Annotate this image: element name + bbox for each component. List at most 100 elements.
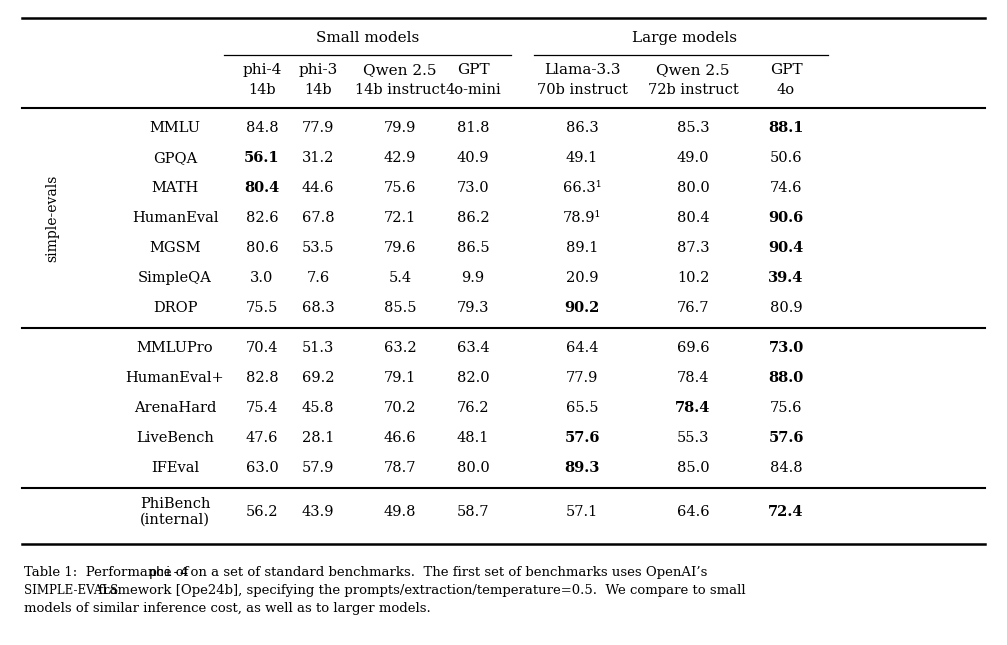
Text: 63.0: 63.0 [246, 461, 278, 475]
Text: 65.5: 65.5 [566, 401, 598, 415]
Text: 80.9: 80.9 [769, 301, 803, 315]
Text: 89.1: 89.1 [566, 241, 598, 255]
Text: Small models: Small models [316, 31, 419, 45]
Text: framework [Ope24b], specifying the prompts/extraction/temperature=0.5.  We compa: framework [Ope24b], specifying the promp… [94, 584, 745, 597]
Text: 73.0: 73.0 [457, 181, 489, 195]
Text: 88.1: 88.1 [768, 121, 804, 135]
Text: 31.2: 31.2 [302, 151, 334, 165]
Text: 82.8: 82.8 [246, 371, 278, 385]
Text: LiveBench: LiveBench [136, 431, 213, 445]
Text: 77.9: 77.9 [302, 121, 334, 135]
Text: 81.8: 81.8 [457, 121, 489, 135]
Text: 10.2: 10.2 [677, 271, 709, 285]
Text: 55.3: 55.3 [677, 431, 709, 445]
Text: Qwen 2.5: Qwen 2.5 [364, 63, 437, 77]
Text: 3.0: 3.0 [251, 271, 274, 285]
Text: ArenaHard: ArenaHard [134, 401, 217, 415]
Text: GPT: GPT [769, 63, 803, 77]
Text: 53.5: 53.5 [302, 241, 334, 255]
Text: 79.6: 79.6 [384, 241, 416, 255]
Text: GPQA: GPQA [153, 151, 197, 165]
Text: 87.3: 87.3 [677, 241, 709, 255]
Text: MGSM: MGSM [149, 241, 200, 255]
Text: 75.5: 75.5 [246, 301, 278, 315]
Text: phi-3: phi-3 [298, 63, 337, 77]
Text: Table 1:  Performance of: Table 1: Performance of [24, 566, 192, 579]
Text: 79.9: 79.9 [384, 121, 416, 135]
Text: 72.4: 72.4 [768, 505, 804, 519]
Text: MATH: MATH [151, 181, 198, 195]
Text: 48.1: 48.1 [457, 431, 489, 445]
Text: 80.4: 80.4 [245, 181, 280, 195]
Text: 86.3: 86.3 [566, 121, 598, 135]
Text: HumanEval+: HumanEval+ [126, 371, 225, 385]
Text: 74.6: 74.6 [769, 181, 803, 195]
Text: 44.6: 44.6 [302, 181, 334, 195]
Text: 86.2: 86.2 [457, 211, 489, 225]
Text: 58.7: 58.7 [457, 505, 489, 519]
Text: 57.1: 57.1 [566, 505, 598, 519]
Text: 80.4: 80.4 [677, 211, 709, 225]
Text: 78.9¹: 78.9¹ [563, 211, 601, 225]
Text: 75.6: 75.6 [384, 181, 416, 195]
Text: 64.4: 64.4 [566, 341, 598, 355]
Text: 80.6: 80.6 [246, 241, 278, 255]
Text: phi-4: phi-4 [243, 63, 282, 77]
Text: on a set of standard benchmarks.  The first set of benchmarks uses OpenAI’s: on a set of standard benchmarks. The fir… [181, 566, 707, 579]
Text: 80.0: 80.0 [677, 181, 709, 195]
Text: Qwen 2.5: Qwen 2.5 [657, 63, 730, 77]
Text: 20.9: 20.9 [566, 271, 598, 285]
Text: 4o: 4o [777, 83, 796, 97]
Text: 76.2: 76.2 [457, 401, 489, 415]
Text: Llama-3.3: Llama-3.3 [544, 63, 620, 77]
Text: 72.1: 72.1 [384, 211, 416, 225]
Text: 85.0: 85.0 [677, 461, 709, 475]
Text: Large models: Large models [631, 31, 736, 45]
Text: 42.9: 42.9 [384, 151, 416, 165]
Text: 78.4: 78.4 [676, 401, 711, 415]
Text: HumanEval: HumanEval [132, 211, 219, 225]
Text: 72b instruct: 72b instruct [648, 83, 738, 97]
Text: 70b instruct: 70b instruct [537, 83, 627, 97]
Text: 14b: 14b [304, 83, 332, 97]
Text: 90.4: 90.4 [768, 241, 804, 255]
Text: 84.8: 84.8 [769, 461, 803, 475]
Text: 69.2: 69.2 [302, 371, 334, 385]
Text: DROP: DROP [153, 301, 197, 315]
Text: 57.9: 57.9 [302, 461, 334, 475]
Text: 56.2: 56.2 [246, 505, 278, 519]
Text: 57.6: 57.6 [564, 431, 600, 445]
Text: 82.0: 82.0 [457, 371, 489, 385]
Text: 86.5: 86.5 [457, 241, 489, 255]
Text: 57.6: 57.6 [768, 431, 804, 445]
Text: 68.3: 68.3 [302, 301, 334, 315]
Text: 75.6: 75.6 [769, 401, 803, 415]
Text: phi-4: phi-4 [149, 566, 189, 579]
Text: 14b: 14b [248, 83, 276, 97]
Text: 64.6: 64.6 [677, 505, 709, 519]
Text: 90.6: 90.6 [768, 211, 804, 225]
Text: 76.7: 76.7 [677, 301, 709, 315]
Text: 88.0: 88.0 [768, 371, 804, 385]
Text: 79.3: 79.3 [457, 301, 489, 315]
Text: 5.4: 5.4 [389, 271, 412, 285]
Text: 73.0: 73.0 [768, 341, 804, 355]
Text: 70.4: 70.4 [246, 341, 278, 355]
Text: 39.4: 39.4 [768, 271, 804, 285]
Text: 70.2: 70.2 [384, 401, 416, 415]
Text: 63.4: 63.4 [457, 341, 489, 355]
Text: 14b instruct: 14b instruct [354, 83, 445, 97]
Text: 90.2: 90.2 [564, 301, 600, 315]
Text: 77.9: 77.9 [566, 371, 598, 385]
Text: 49.8: 49.8 [384, 505, 416, 519]
Text: 49.0: 49.0 [677, 151, 709, 165]
Text: PhiBench
(internal): PhiBench (internal) [140, 497, 210, 527]
Text: 45.8: 45.8 [302, 401, 334, 415]
Text: 67.8: 67.8 [302, 211, 334, 225]
Text: simple-evals: simple-evals [45, 174, 59, 262]
Text: 50.6: 50.6 [769, 151, 803, 165]
Text: 82.6: 82.6 [246, 211, 278, 225]
Text: 9.9: 9.9 [461, 271, 484, 285]
Text: 40.9: 40.9 [457, 151, 489, 165]
Text: SIMPLE-EVALS: SIMPLE-EVALS [24, 584, 118, 597]
